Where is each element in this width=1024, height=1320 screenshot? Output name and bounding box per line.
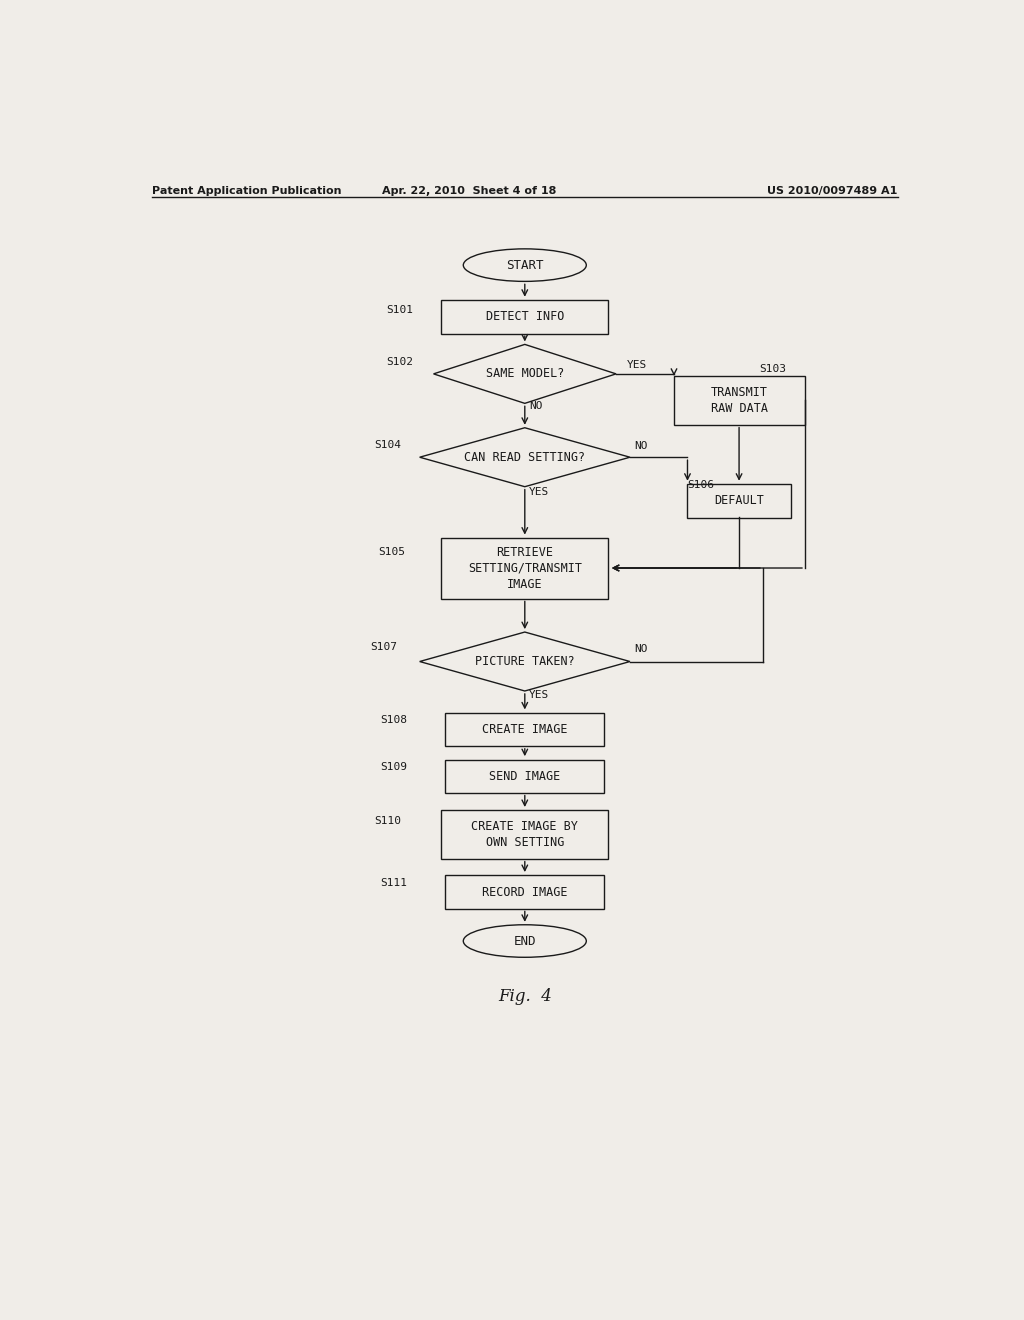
- Text: TRANSMIT
RAW DATA: TRANSMIT RAW DATA: [711, 385, 768, 414]
- Text: S105: S105: [378, 546, 404, 557]
- Text: S108: S108: [380, 715, 408, 726]
- FancyBboxPatch shape: [445, 713, 604, 746]
- Polygon shape: [420, 632, 630, 690]
- Text: DEFAULT: DEFAULT: [714, 495, 764, 507]
- Text: CREATE IMAGE: CREATE IMAGE: [482, 723, 567, 737]
- Text: END: END: [514, 935, 536, 948]
- Text: S107: S107: [370, 643, 397, 652]
- Text: CAN READ SETTING?: CAN READ SETTING?: [464, 450, 586, 463]
- FancyBboxPatch shape: [687, 484, 791, 517]
- Text: PICTURE TAKEN?: PICTURE TAKEN?: [475, 655, 574, 668]
- FancyBboxPatch shape: [445, 875, 604, 909]
- FancyBboxPatch shape: [441, 300, 608, 334]
- Text: S103: S103: [759, 364, 785, 374]
- Ellipse shape: [463, 925, 587, 957]
- Text: CREATE IMAGE BY
OWN SETTING: CREATE IMAGE BY OWN SETTING: [471, 820, 579, 849]
- Text: S104: S104: [374, 440, 401, 450]
- Text: RETRIEVE
SETTING/TRANSMIT
IMAGE: RETRIEVE SETTING/TRANSMIT IMAGE: [468, 545, 582, 590]
- Text: YES: YES: [528, 487, 549, 496]
- Ellipse shape: [463, 249, 587, 281]
- Text: Apr. 22, 2010  Sheet 4 of 18: Apr. 22, 2010 Sheet 4 of 18: [382, 186, 556, 195]
- FancyBboxPatch shape: [441, 537, 608, 598]
- Text: S110: S110: [374, 816, 401, 826]
- Text: Patent Application Publication: Patent Application Publication: [152, 186, 341, 195]
- FancyBboxPatch shape: [441, 810, 608, 859]
- Text: YES: YES: [627, 360, 646, 370]
- Text: S109: S109: [380, 762, 408, 772]
- Text: S106: S106: [687, 479, 715, 490]
- Text: SAME MODEL?: SAME MODEL?: [485, 367, 564, 380]
- Text: DETECT INFO: DETECT INFO: [485, 310, 564, 323]
- Text: NO: NO: [528, 401, 543, 412]
- Text: RECORD IMAGE: RECORD IMAGE: [482, 886, 567, 899]
- Text: S111: S111: [380, 878, 408, 888]
- Polygon shape: [433, 345, 616, 404]
- Text: US 2010/0097489 A1: US 2010/0097489 A1: [767, 186, 898, 195]
- Text: S101: S101: [386, 305, 413, 315]
- FancyBboxPatch shape: [445, 759, 604, 793]
- Text: START: START: [506, 259, 544, 272]
- FancyBboxPatch shape: [674, 376, 805, 425]
- Text: SEND IMAGE: SEND IMAGE: [489, 770, 560, 783]
- Text: Fig.  4: Fig. 4: [498, 989, 552, 1006]
- Text: S102: S102: [386, 356, 413, 367]
- Polygon shape: [420, 428, 630, 487]
- Text: YES: YES: [528, 690, 549, 700]
- Text: NO: NO: [634, 441, 648, 451]
- Text: NO: NO: [634, 644, 648, 655]
